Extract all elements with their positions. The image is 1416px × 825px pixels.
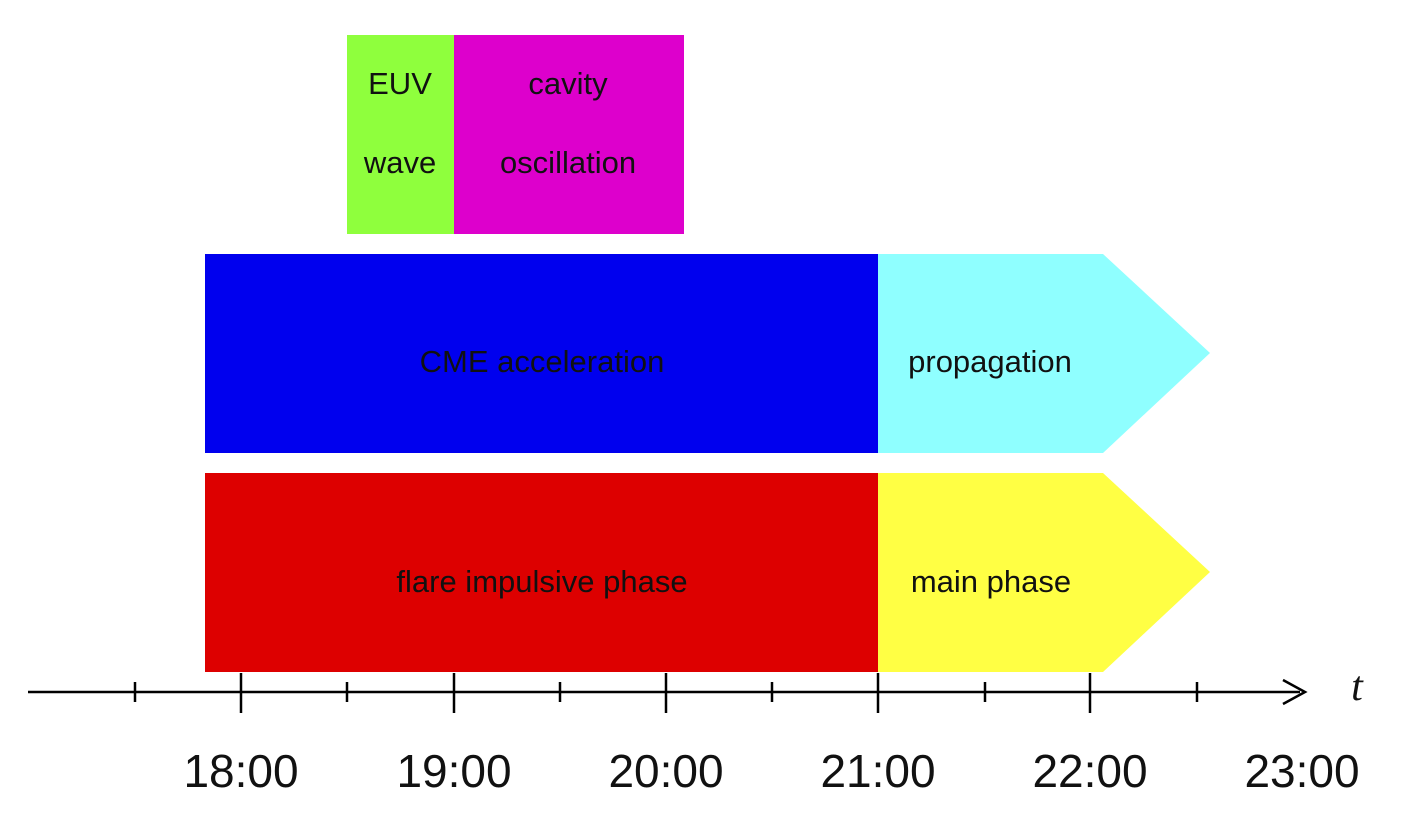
flare-impulsive-phase-label: flare impulsive phase (396, 564, 687, 599)
euv-wave-label-line2: wave (363, 145, 436, 180)
main-phase-label: main phase (911, 564, 1071, 599)
tick-label-18: 18:00 (183, 745, 298, 797)
propagation-block: propagation (878, 254, 1210, 453)
propagation-label: propagation (908, 344, 1072, 379)
main-phase-block: main phase (878, 473, 1210, 672)
euv-wave-box (347, 35, 454, 234)
tick-label-23: 23:00 (1244, 745, 1359, 797)
time-axis-arrowhead (1282, 678, 1308, 706)
cme-acceleration-block: CME acceleration (205, 254, 878, 453)
flare-impulsive-phase-block: flare impulsive phase (205, 473, 878, 672)
propagation-arrow (878, 254, 1210, 453)
tick-label-19: 19:00 (396, 745, 511, 797)
cme-acceleration-label: CME acceleration (420, 344, 665, 379)
cavity-oscillation-label-line1: cavity (528, 66, 608, 101)
tick-label-20: 20:00 (608, 745, 723, 797)
cme-acceleration-box (205, 254, 878, 453)
flare-impulsive-phase-box (205, 473, 878, 672)
euv-wave-label-line1: EUV (368, 66, 432, 101)
main-phase-arrow (878, 473, 1210, 672)
cavity-oscillation-block: cavity oscillation (454, 35, 684, 234)
euv-wave-block: EUV wave (347, 35, 454, 234)
time-axis: t 18:00 19:00 20:00 21:00 22:00 23:00 (28, 664, 1364, 797)
tick-label-22: 22:00 (1032, 745, 1147, 797)
time-axis-symbol: t (1351, 664, 1364, 710)
cavity-oscillation-label-line2: oscillation (500, 145, 636, 180)
tick-label-21: 21:00 (820, 745, 935, 797)
cavity-oscillation-box (454, 35, 684, 234)
